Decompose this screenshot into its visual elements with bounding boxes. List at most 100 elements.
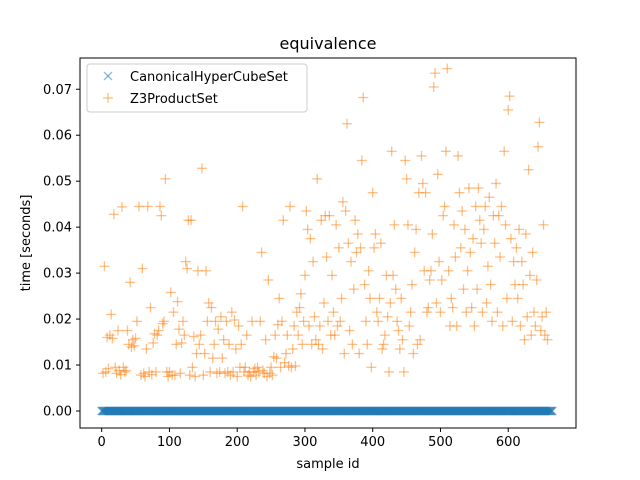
data-point-plus [125, 277, 136, 288]
data-point-plus [313, 339, 324, 350]
data-point-plus [230, 343, 241, 354]
data-point-plus [397, 334, 408, 345]
data-point-plus [141, 343, 152, 354]
data-point-plus [362, 339, 373, 350]
data-point-plus [187, 362, 198, 373]
data-point-plus [421, 307, 432, 318]
data-point-plus [408, 348, 419, 359]
data-point-plus [355, 242, 366, 253]
data-point-plus [190, 371, 201, 382]
data-point-plus [156, 210, 167, 221]
data-point-plus [450, 252, 461, 263]
data-point-plus [390, 284, 401, 295]
x-axis-label: sample id [296, 457, 359, 472]
data-point-plus [350, 215, 361, 226]
data-point-plus [531, 275, 542, 285]
data-point-plus [481, 297, 492, 308]
data-point-plus [427, 229, 438, 240]
legend-box [86, 63, 308, 113]
data-point-plus [359, 279, 370, 290]
data-point-plus [507, 316, 518, 327]
data-point-plus [526, 330, 537, 341]
data-point-plus [271, 353, 282, 364]
data-point-plus [493, 210, 504, 221]
data-point-plus [179, 330, 190, 341]
data-point-plus [163, 371, 174, 382]
data-point-plus [449, 219, 460, 230]
data-point-plus [370, 229, 381, 240]
data-point-plus [386, 146, 397, 157]
data-point-plus [434, 256, 445, 267]
data-point-plus [210, 316, 221, 327]
data-point-plus [323, 316, 333, 327]
data-point-plus [468, 233, 479, 244]
data-point-plus [199, 348, 210, 359]
data-point-plus [472, 284, 483, 295]
data-point-plus [417, 178, 428, 189]
data-point-plus [538, 219, 549, 230]
data-point-plus [392, 316, 403, 327]
data-point-plus [499, 146, 510, 157]
data-point-plus [298, 316, 309, 327]
data-point-plus [385, 297, 396, 308]
data-point-plus [360, 316, 371, 327]
data-point-plus [176, 337, 187, 348]
data-point-plus [518, 279, 529, 290]
data-point-plus [430, 68, 441, 79]
data-point-plus [142, 201, 153, 212]
data-point-plus [103, 363, 114, 374]
data-point-plus [205, 366, 216, 377]
data-point-plus [451, 320, 462, 331]
data-point-plus [541, 307, 552, 318]
data-point-plus [463, 183, 474, 194]
data-point-plus [122, 325, 133, 336]
data-point-plus [285, 201, 296, 212]
data-point-plus [489, 238, 500, 249]
data-point-plus [316, 215, 327, 226]
data-point-plus [153, 325, 164, 336]
data-point-plus [424, 275, 435, 285]
data-point-plus [530, 320, 541, 331]
series-canonicalhypercubeset [97, 406, 557, 416]
data-point-plus [396, 293, 407, 304]
data-point-plus [515, 320, 526, 331]
data-point-plus [213, 324, 224, 335]
data-point-plus [351, 247, 362, 258]
data-point-plus [335, 316, 346, 327]
data-point-plus [237, 201, 248, 212]
data-point-plus [535, 325, 546, 336]
data-point-plus [327, 270, 338, 281]
series-z3productset [98, 63, 553, 382]
data-point-plus [290, 360, 301, 371]
data-point-plus [241, 330, 252, 341]
data-point-plus [331, 219, 342, 230]
data-point-plus [501, 293, 512, 304]
chart-title: equivalence [280, 34, 377, 53]
data-point-plus [137, 263, 148, 274]
y-tick-label: 0.04 [43, 221, 72, 236]
data-point-plus [401, 173, 412, 184]
data-point-plus [378, 339, 389, 350]
data-point-plus [512, 293, 523, 304]
data-point-plus [473, 183, 484, 194]
data-point-plus [240, 362, 251, 373]
data-point-plus [159, 316, 170, 327]
data-point-plus [278, 215, 289, 226]
data-point-plus [482, 261, 493, 272]
data-point-plus [267, 370, 278, 381]
data-point-plus [175, 368, 186, 379]
data-point-plus [274, 293, 285, 304]
data-point-plus [447, 302, 458, 313]
data-point-plus [495, 252, 506, 263]
data-point-plus [365, 293, 376, 304]
data-point-plus [287, 343, 298, 354]
data-point-plus [340, 206, 351, 217]
data-point-plus [180, 256, 191, 267]
data-point-plus [440, 146, 451, 157]
data-point-plus [486, 316, 497, 327]
data-point-plus [428, 81, 439, 92]
data-point-plus [228, 366, 239, 377]
data-point-plus [299, 270, 310, 281]
data-point-plus [165, 287, 176, 298]
data-point-plus [317, 343, 328, 354]
